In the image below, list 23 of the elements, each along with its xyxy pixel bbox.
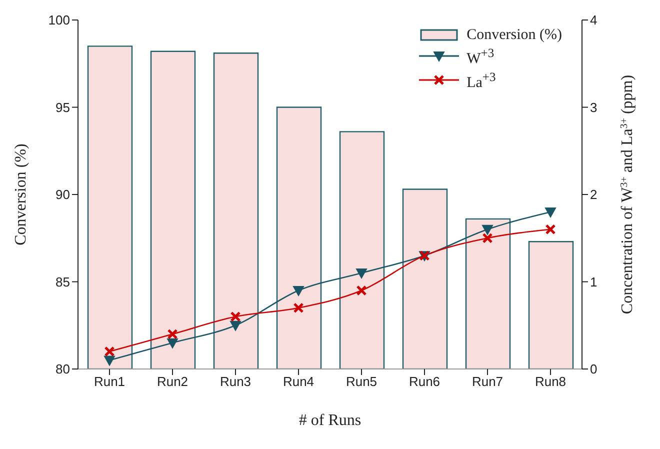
- y2-tick-label: 4: [590, 12, 598, 28]
- x-tick-label: Run4: [282, 374, 314, 390]
- y-tick-label: 95: [56, 100, 70, 115]
- legend-label: Conversion (%): [466, 26, 562, 44]
- y-tick-label: 85: [56, 274, 70, 290]
- x-tick-label: Run1: [94, 374, 126, 390]
- y2-tick-label: 0: [590, 362, 598, 377]
- x-tick-label: Run6: [408, 374, 440, 390]
- x-axis-title: # of Runs: [298, 412, 362, 429]
- y2-tick-label: 2: [590, 187, 598, 202]
- x-tick-label: Run3: [220, 374, 252, 390]
- x-tick-label: Run8: [534, 374, 566, 390]
- x-tick-label: Run2: [156, 374, 188, 390]
- x-tick-label: Run5: [346, 374, 378, 390]
- y-tick-label: 90: [56, 187, 70, 202]
- y2-tick-label: 3: [590, 100, 598, 115]
- x-tick-label: Run7: [472, 374, 504, 390]
- y-tick-label: 100: [48, 12, 70, 28]
- legend-label: La$^{+3}$: [466, 69, 496, 92]
- y2-tick-label: 1: [590, 274, 598, 290]
- y-axis-title: Conversion (%): [12, 144, 30, 246]
- legend-label: W$^{+3}$: [466, 45, 494, 68]
- y-tick-label: 80: [56, 362, 70, 377]
